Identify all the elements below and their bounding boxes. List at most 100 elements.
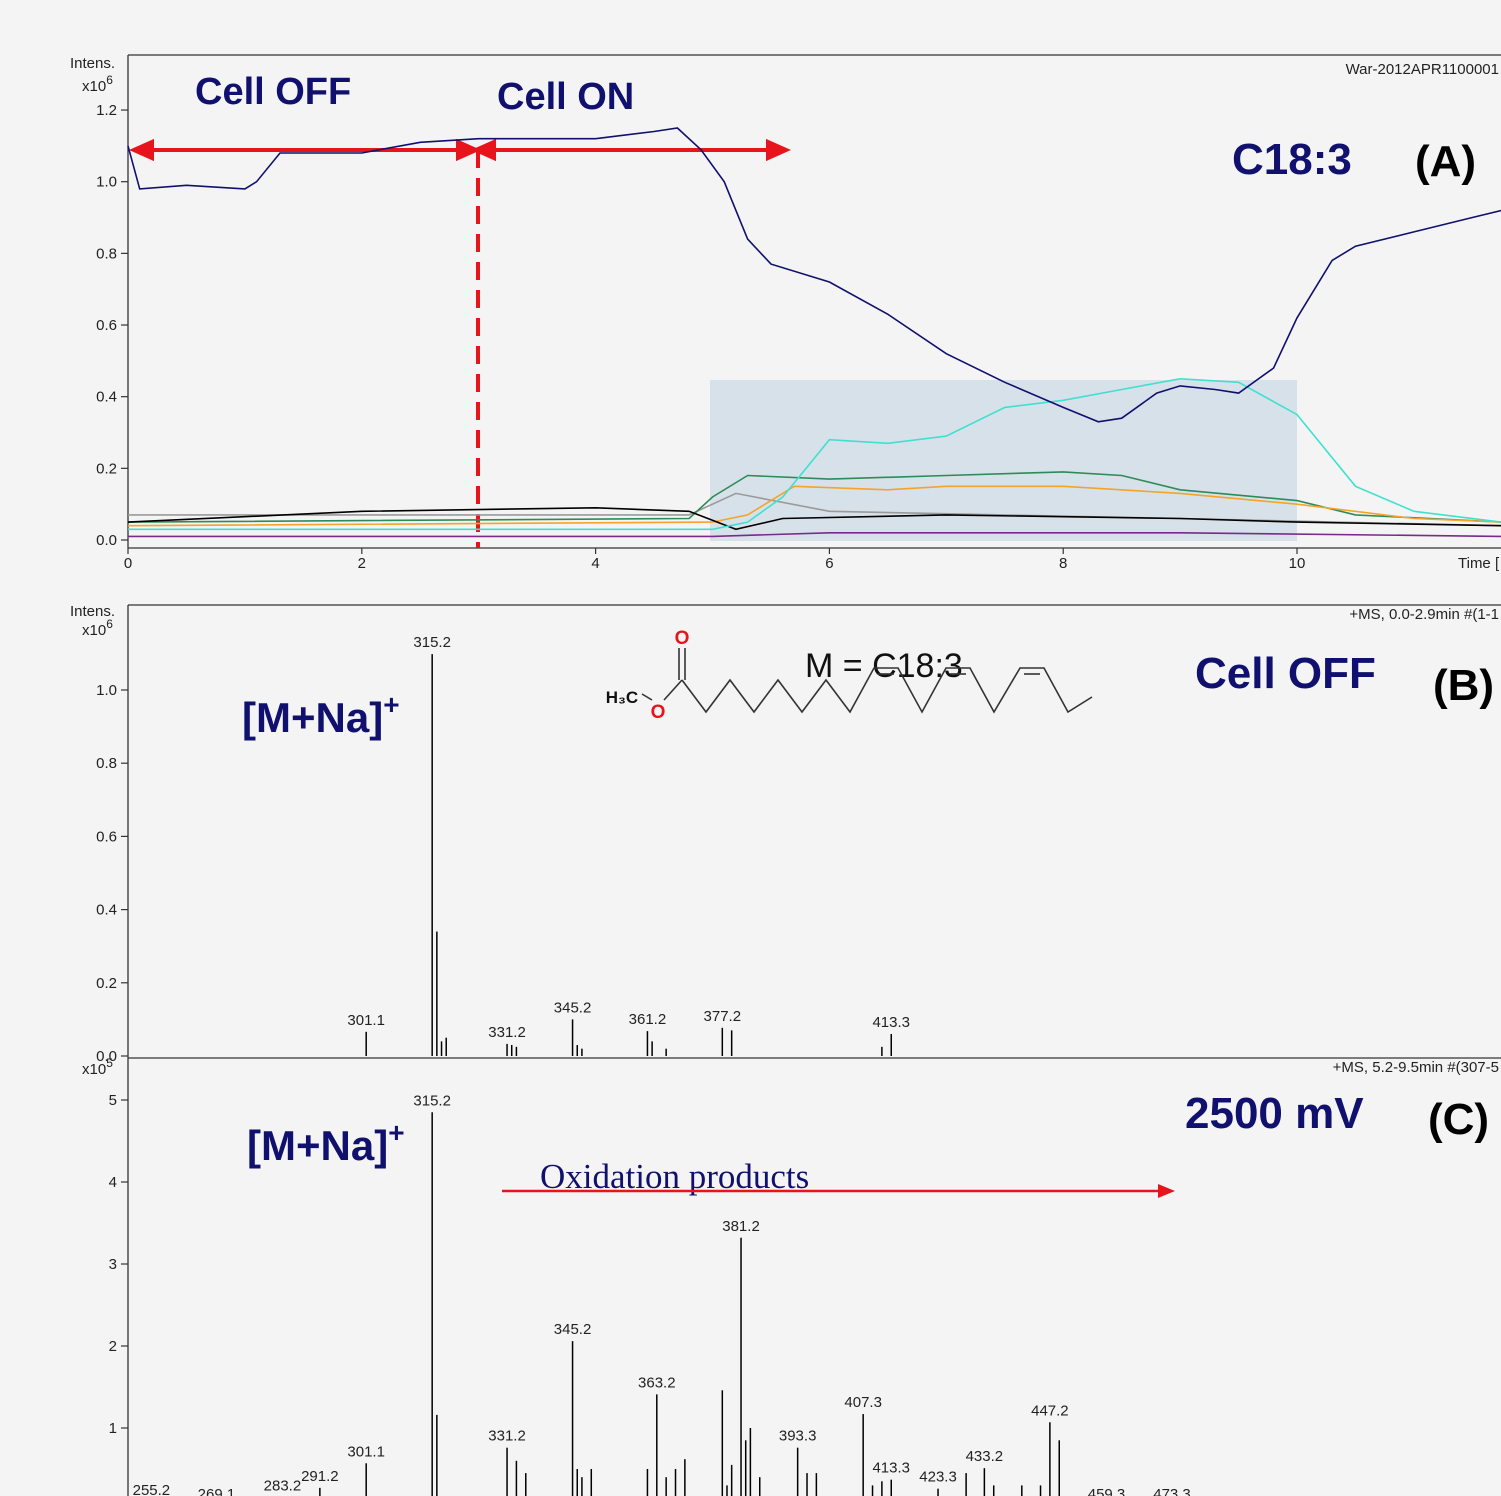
y-tick-label: 4: [109, 1174, 117, 1191]
peak-label: 291.2: [301, 1468, 339, 1485]
annotation: Cell ON: [497, 76, 634, 118]
annotation: Cell OFF: [195, 71, 351, 113]
atom-label: H₃C: [606, 688, 638, 707]
condition: 2500 mV: [1185, 1089, 1364, 1138]
peak-label: 301.1: [347, 1012, 385, 1029]
bond: [641, 693, 653, 701]
y-tick-label: 1.0: [96, 174, 117, 191]
peak-label: 283.2: [264, 1478, 302, 1495]
arrow-head: [129, 138, 154, 162]
y-unit-exponent: 5: [106, 1056, 113, 1070]
peak-label: 269.1: [198, 1486, 236, 1496]
compound: C18:3: [1232, 135, 1352, 184]
formula: M = C18:3: [805, 647, 963, 685]
peak-label: 301.1: [347, 1443, 385, 1460]
peak-label: 393.3: [779, 1428, 817, 1445]
y-unit-exponent: 6: [106, 73, 113, 87]
peak-label: 331.2: [488, 1428, 526, 1445]
peak-label: 315.2: [413, 1092, 451, 1109]
trace: [128, 532, 1501, 538]
y-tick-label: 3: [109, 1256, 117, 1273]
annotation: Oxidation products: [540, 1157, 809, 1196]
arrow-head: [1158, 1184, 1175, 1198]
y-unit-base: x10: [82, 622, 106, 639]
y-tick-label: 0.0: [96, 1048, 117, 1065]
y-tick-label: 0.6: [96, 317, 117, 334]
arrow-head: [456, 138, 481, 162]
y-unit: x106: [82, 617, 113, 639]
peak-label: 377.2: [704, 1008, 742, 1025]
y-tick-label: 1: [109, 1420, 117, 1437]
peak-label: 473.3: [1153, 1486, 1191, 1496]
chain: [681, 667, 1093, 714]
file-name: War-2012APR1100001: [1346, 61, 1499, 78]
cell-arrows: [129, 138, 791, 548]
peak-label: 413.3: [872, 1014, 910, 1031]
y-tick-label: 0.2: [96, 460, 117, 477]
peak-label: 363.2: [638, 1374, 676, 1391]
y-tick-label: 0.6: [96, 828, 117, 845]
bond: [663, 679, 683, 701]
panel-label: (A): [1415, 137, 1476, 186]
y-tick-label: 0.2: [96, 975, 117, 992]
peak-label: 459.3: [1088, 1486, 1126, 1496]
x-tick-label: 6: [825, 555, 833, 572]
y-unit-exponent: 6: [106, 617, 113, 631]
panel-label: (B): [1433, 661, 1494, 710]
peak-label: 361.2: [629, 1011, 667, 1028]
ion-text: [M+Na]: [242, 694, 383, 741]
x-tick-label: 4: [591, 555, 599, 572]
peak-label: 345.2: [554, 999, 592, 1016]
ion-charge: +: [388, 1117, 404, 1148]
y-unit: x106: [82, 73, 113, 95]
y-tick-label: 1.0: [96, 682, 117, 699]
scan-info: +MS, 5.2-9.5min #(307-5: [1333, 1059, 1499, 1076]
peak-label: 315.2: [413, 634, 451, 651]
trace: [128, 377, 1501, 531]
atom-label: O: [651, 702, 666, 723]
atom-label: O: [675, 628, 690, 649]
y-tick-label: 0.4: [96, 902, 117, 919]
y-tick-label: 0.4: [96, 389, 117, 406]
y-unit-base: x10: [82, 1061, 106, 1078]
x-tick-label: 0: [124, 555, 132, 572]
peak-label: 255.2: [133, 1482, 171, 1496]
ion-charge: +: [383, 689, 399, 720]
peak-label: 423.3: [919, 1469, 957, 1486]
y-tick-label: 5: [109, 1092, 117, 1109]
y-label: Intens.: [70, 55, 115, 72]
y-tick-label: 0.8: [96, 755, 117, 772]
x-tick-label: 2: [358, 555, 366, 572]
peak-label: 433.2: [966, 1448, 1004, 1465]
y-tick-label: 2: [109, 1338, 117, 1355]
peak-label: 381.2: [722, 1218, 760, 1235]
panel-label: (C): [1428, 1095, 1489, 1144]
arrow-head: [766, 138, 791, 162]
y-unit-base: x10: [82, 78, 106, 95]
highlight-region: [710, 380, 1297, 541]
ion-text: [M+Na]: [247, 1122, 388, 1169]
peak-label: 331.2: [488, 1024, 526, 1041]
y-label: Intens.: [70, 603, 115, 620]
ion-label: [M+Na]+: [242, 689, 400, 741]
peak-label: 345.2: [554, 1321, 592, 1338]
ion-label: [M+Na]+: [247, 1117, 405, 1169]
peak-label: 413.3: [872, 1460, 910, 1477]
y-tick-label: 1.2: [96, 102, 117, 119]
x-label: Time [: [1458, 555, 1500, 572]
condition: Cell OFF: [1195, 649, 1376, 698]
trace: [127, 127, 1501, 423]
peak-label: 447.2: [1031, 1402, 1069, 1419]
y-tick-label: 0.0: [96, 532, 117, 549]
trace: [127, 485, 1501, 527]
peak-label: 407.3: [844, 1394, 882, 1411]
y-tick-label: 0.8: [96, 245, 117, 262]
trace: [127, 471, 1501, 523]
y-unit: x105: [82, 1056, 113, 1078]
arrow-head: [471, 138, 496, 162]
x-tick-label: 8: [1059, 555, 1067, 572]
plots: 0.0 0.2 0.4 0.6 0.8 1.0 1.2 0 2 4 6 8 10 0.0 0.2 0.4 0.6…: [96, 102, 1501, 1496]
structure: [641, 648, 1093, 714]
